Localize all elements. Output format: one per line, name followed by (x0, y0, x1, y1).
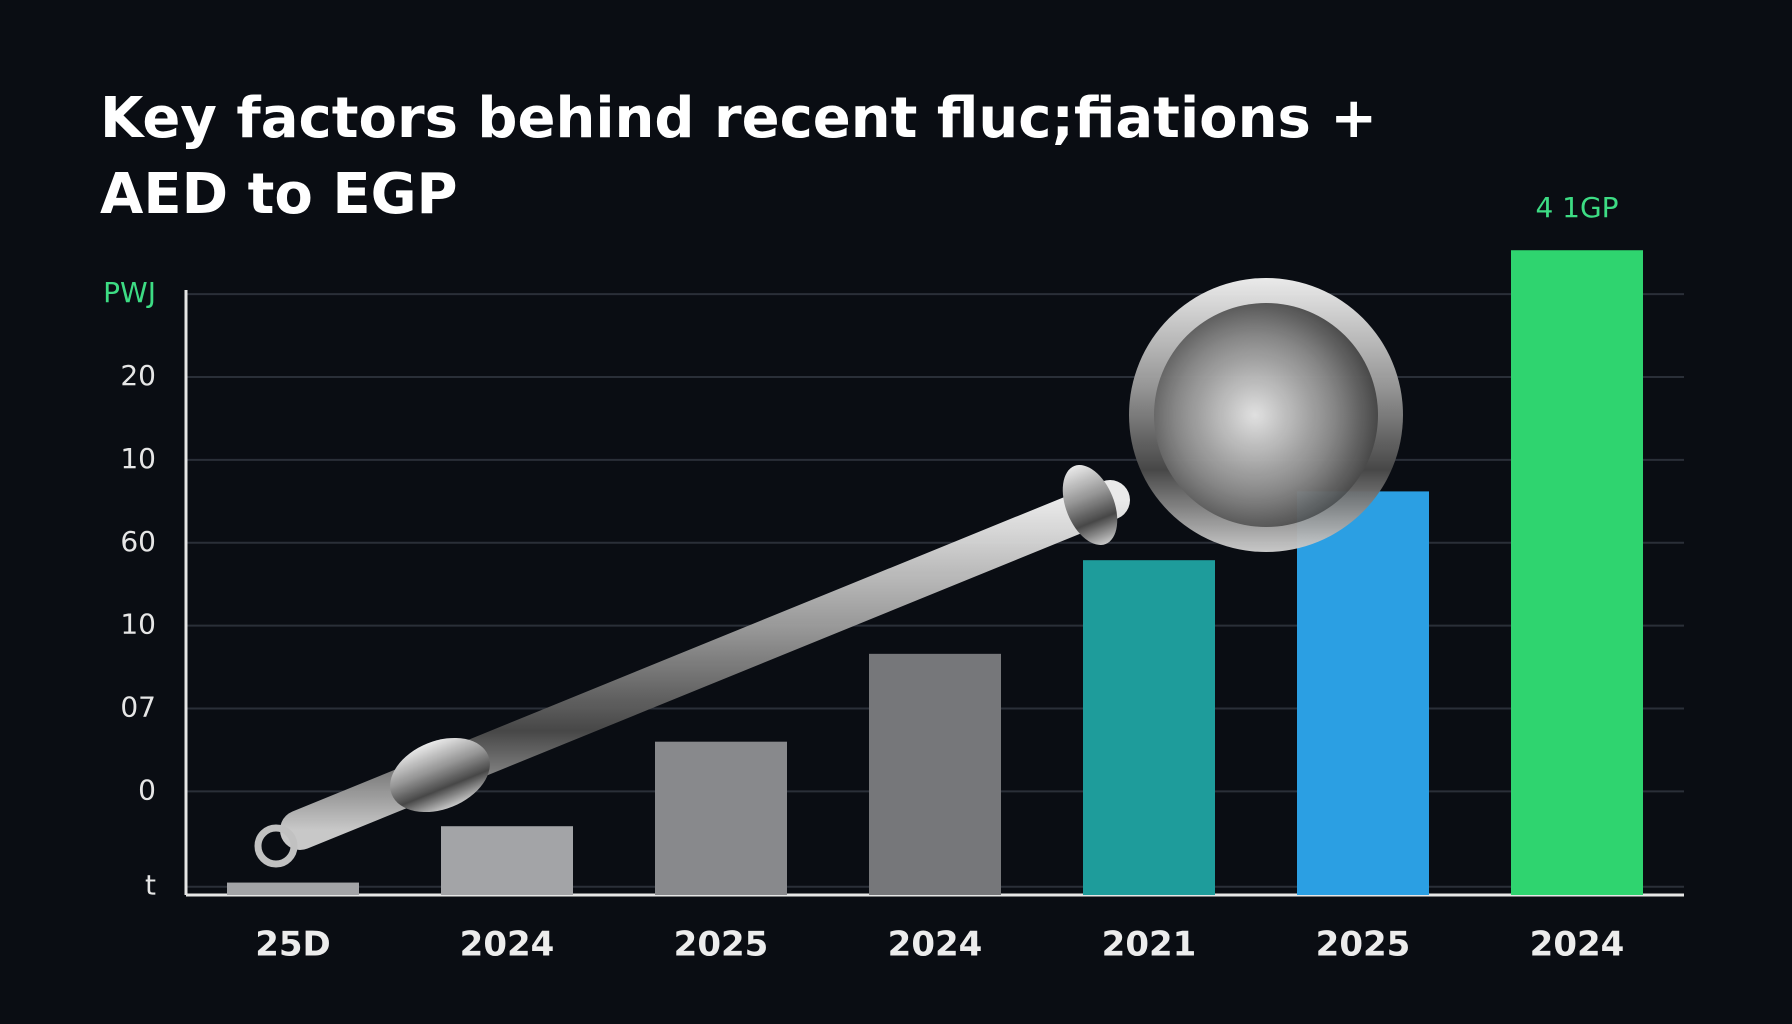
x-tick-label: 2021 (1102, 925, 1197, 965)
x-tick-label: 2025 (674, 925, 769, 965)
magnifier (254, 278, 1403, 868)
chart-title: Key factors behind recent fluc;fiations … (100, 86, 1377, 151)
bar (441, 826, 573, 895)
x-tick-label: 25D (255, 925, 331, 965)
y-tick-label: t (145, 869, 156, 902)
y-tick-label: 60 (120, 525, 156, 558)
x-tick-label: 2024 (888, 925, 983, 965)
bar (655, 741, 787, 895)
chart-title: AED to EGP (100, 162, 458, 227)
y-tick-label: 10 (120, 442, 156, 475)
plot-area: t 0 07 10 60 10 20 PWJ 25D 2024 2025 2024 2021 2025 20… (103, 191, 1684, 965)
y-tick-label: PWJ (103, 276, 156, 309)
bar (227, 882, 359, 895)
y-tick-label: 07 (120, 691, 156, 724)
x-tick-label: 2024 (460, 925, 555, 965)
y-tick-label: 20 (120, 359, 156, 392)
bar (1511, 250, 1643, 896)
annotation: 4 1GP (1535, 191, 1618, 224)
bar (869, 653, 1001, 895)
bar (1083, 560, 1215, 895)
x-tick-label: 2024 (1530, 925, 1625, 965)
y-tick-label: 0 (138, 773, 156, 806)
bar (1297, 491, 1429, 895)
x-tick-label: 2025 (1316, 925, 1411, 965)
y-tick-label: 10 (120, 608, 156, 641)
